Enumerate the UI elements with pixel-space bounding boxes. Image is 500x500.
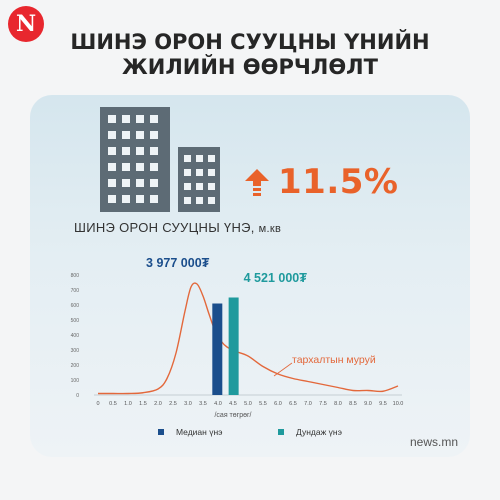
- y-tick-label: 800: [71, 273, 80, 279]
- x-axis-label: /сая төгрөг/: [214, 412, 251, 419]
- mean-price-label: 4 521 000₮: [244, 271, 308, 285]
- title-line-2: ЖИЛИЙН ӨӨРЧЛӨЛТ: [122, 55, 378, 79]
- y-tick-label: 700: [71, 288, 80, 294]
- page-title: ШИНЭ ОРОН СУУЦНЫ ҮНИЙН ЖИЛИЙН ӨӨРЧЛӨЛТ: [0, 30, 500, 80]
- x-tick-label: 4.0: [214, 401, 222, 407]
- x-tick-label: 9.0: [364, 401, 372, 407]
- x-tick-label: 4.5: [229, 401, 237, 407]
- x-tick-label: 3.5: [199, 401, 207, 407]
- x-tick-label: 0.5: [109, 401, 117, 407]
- x-tick-label: 5.0: [244, 401, 252, 407]
- distribution-curve: [97, 282, 399, 395]
- up-arrow-icon: [245, 169, 269, 196]
- x-tick-label: 7.5: [319, 401, 327, 407]
- legend-swatch: [278, 429, 284, 435]
- legend-label: Дундаж үнэ: [296, 427, 342, 437]
- source-label[interactable]: news.mn: [409, 435, 458, 449]
- legend-swatch: [158, 429, 164, 435]
- legend-label: Медиан үнэ: [176, 427, 223, 437]
- chart-title-text: ШИНЭ ОРОН СУУЦНЫ ҮНЭ,: [74, 220, 255, 235]
- median-price-label: 3 977 000₮: [146, 256, 210, 270]
- y-tick-label: 0: [76, 393, 79, 399]
- x-tick-label: 6.0: [274, 401, 282, 407]
- x-tick-label: 0: [96, 401, 99, 407]
- x-tick-label: 2.0: [154, 401, 162, 407]
- x-tick-label: 8.0: [334, 401, 342, 407]
- x-tick-label: 10.0: [393, 401, 404, 407]
- chart-title-unit: м.кв: [258, 223, 282, 235]
- y-tick-label: 400: [71, 333, 80, 339]
- x-tick-label: 2.5: [169, 401, 177, 407]
- apartment-buildings-icon: [100, 107, 220, 212]
- change-percentage: 11.5%: [278, 162, 399, 202]
- y-tick-label: 100: [71, 378, 80, 384]
- x-tick-label: 1.0: [124, 401, 132, 407]
- curve-annotation: тархалтын муруй: [292, 354, 376, 366]
- x-tick-label: 3.0: [184, 401, 192, 407]
- x-tick-label: 1.5: [139, 401, 147, 407]
- title-line-1: ШИНЭ ОРОН СУУЦНЫ ҮНИЙН: [70, 30, 430, 54]
- news-logo[interactable]: N: [8, 6, 44, 42]
- x-tick-label: 7.0: [304, 401, 312, 407]
- infographic-card: 11.5% ШИНЭ ОРОН СУУЦНЫ ҮНЭ, м.кв 0 100 200…: [30, 95, 470, 457]
- x-tick-label: 5.5: [259, 401, 267, 407]
- y-tick-label: 200: [71, 363, 80, 369]
- y-tick-label: 500: [71, 318, 80, 324]
- x-tick-label: 9.5: [379, 401, 387, 407]
- price-distribution-chart: 0 100 200 300 400 500 600 700 800 0 0.5 1.0 1.5 2.0 2.…: [71, 256, 404, 437]
- mean-price-bar: [228, 297, 239, 395]
- y-tick-label: 600: [71, 303, 80, 309]
- median-price-bar: [212, 303, 223, 395]
- chart-title: ШИНЭ ОРОН СУУЦНЫ ҮНЭ, м.кв: [74, 220, 281, 235]
- x-tick-label: 8.5: [349, 401, 357, 407]
- x-tick-label: 6.5: [289, 401, 297, 407]
- y-tick-label: 300: [71, 348, 80, 354]
- annotation-pointer: [273, 362, 293, 377]
